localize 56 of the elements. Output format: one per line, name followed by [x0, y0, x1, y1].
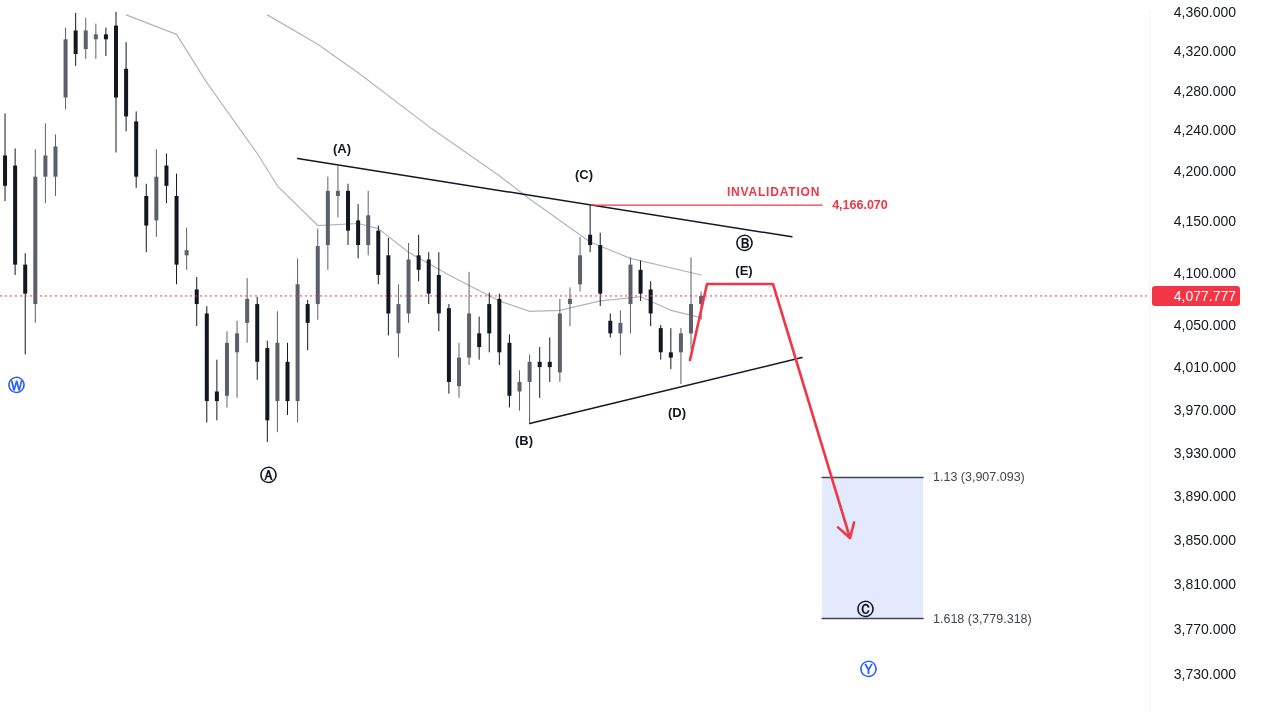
y-tick-label: 4,200.000: [1173, 162, 1237, 179]
candlestick: [43, 122, 48, 204]
y-tick-label: 3,810.000: [1173, 576, 1237, 593]
candlestick: [305, 299, 310, 351]
candlestick: [93, 23, 98, 60]
candlestick: [567, 286, 572, 327]
annotation: Ⓒ: [856, 599, 874, 619]
series-label: INVALIDATION: [726, 185, 821, 200]
candlestick: [214, 359, 219, 421]
y-tick-label: 4,010.000: [1173, 359, 1237, 376]
y-tick-label: 3,930.000: [1173, 444, 1237, 461]
y-tick-label: 3,850.000: [1173, 531, 1237, 548]
candlestick: [517, 369, 522, 412]
candlestick: [184, 227, 189, 271]
candlestick: [477, 316, 482, 361]
candlestick: [618, 309, 623, 356]
annotation: (C): [574, 166, 594, 182]
y-tick-label: 4,100.000: [1173, 264, 1237, 281]
candlestick: [83, 17, 88, 60]
y-tick-label: 3,970.000: [1173, 401, 1237, 418]
candlestick: [648, 280, 653, 327]
data-label: 1.13 (3,907.093): [933, 470, 1025, 485]
data-label: 1.618 (3,779.318): [933, 611, 1032, 626]
annotation: (E): [735, 262, 753, 278]
data-label: 4,166.070: [832, 198, 888, 213]
annotation: (A): [332, 140, 352, 156]
candlestick: [527, 353, 532, 425]
ref-line-label: 4,077.777: [1173, 287, 1237, 304]
y-tick-label: 4,360.000: [1173, 3, 1237, 20]
annotation: Ⓦ: [7, 375, 25, 395]
candlestick: [678, 327, 683, 385]
y-tick-label: 4,320.000: [1173, 43, 1237, 60]
y-tick-label: 4,280.000: [1173, 82, 1237, 99]
annotation: Ⓐ: [259, 465, 277, 485]
y-tick-label: 3,770.000: [1173, 621, 1237, 638]
annotation: (B): [514, 432, 534, 448]
candlestick: [608, 312, 613, 339]
candlestick: [164, 152, 169, 204]
candlestick: [537, 346, 542, 399]
candlestick: [335, 165, 340, 218]
y-tick-label: 3,890.000: [1173, 488, 1237, 505]
candlestick: [416, 234, 421, 282]
annotation: Ⓨ: [859, 659, 877, 679]
candlestick: [668, 327, 673, 370]
annotation: Ⓑ: [735, 233, 753, 253]
y-tick-label: 3,730.000: [1173, 666, 1237, 683]
candlestick: [235, 320, 240, 399]
candlestick: [547, 337, 552, 383]
candlestick: [194, 276, 199, 327]
annotation: (D): [667, 404, 687, 420]
y-tick-label: 4,240.000: [1173, 122, 1237, 139]
candlestick: [73, 12, 78, 67]
candlestick: [638, 259, 643, 302]
y-tick-label: 4,050.000: [1173, 316, 1237, 333]
y-tick-label: 4,150.000: [1173, 213, 1237, 230]
candlestick: [103, 27, 108, 57]
